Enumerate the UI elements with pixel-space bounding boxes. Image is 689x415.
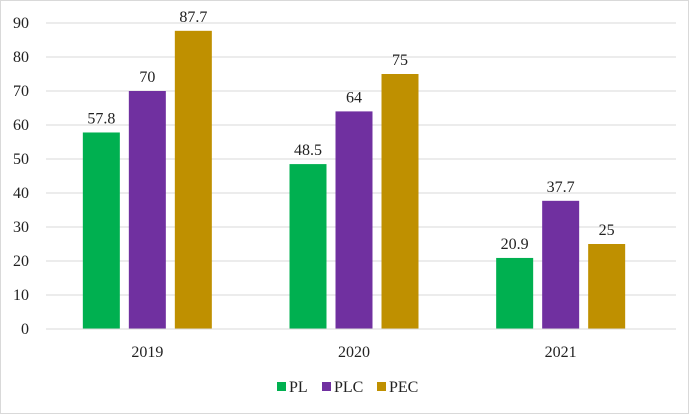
- bar-plc-2019: [128, 91, 166, 329]
- y-tick-label: 40: [13, 185, 29, 202]
- data-label: 70: [139, 69, 155, 86]
- x-tick-label: 2020: [338, 344, 370, 361]
- y-tick-label: 0: [21, 321, 29, 338]
- bar-plc-2021: [542, 200, 580, 329]
- data-label: 37.7: [547, 179, 575, 196]
- data-label: 87.7: [179, 9, 207, 26]
- legend-swatch-pl: [277, 382, 286, 391]
- y-tick-label: 50: [13, 151, 29, 168]
- data-label: 20.9: [501, 236, 529, 253]
- y-tick-label: 10: [13, 287, 29, 304]
- bar-pec-2019: [174, 30, 212, 329]
- legend-label: PEC: [389, 379, 418, 396]
- y-tick-label: 60: [13, 117, 29, 134]
- legend-label: PL: [289, 379, 308, 396]
- legend-label: PLC: [334, 379, 363, 396]
- y-tick-label: 80: [13, 49, 29, 66]
- y-tick-label: 90: [13, 15, 29, 32]
- bar-pec-2021: [588, 244, 626, 329]
- data-label: 25: [599, 222, 615, 239]
- bar-pl-2021: [496, 257, 534, 329]
- legend-swatch-pec: [377, 382, 386, 391]
- data-label: 48.5: [294, 142, 322, 159]
- bar-pec-2020: [381, 74, 419, 329]
- data-label: 64: [346, 89, 362, 106]
- bar-pl-2019: [82, 132, 120, 329]
- legend-swatch-plc: [322, 382, 331, 391]
- data-label: 57.8: [87, 110, 115, 127]
- x-tick-label: 2021: [545, 344, 577, 361]
- bar-plc-2020: [335, 111, 373, 330]
- y-tick-label: 30: [13, 219, 29, 236]
- y-tick-label: 20: [13, 253, 29, 270]
- data-label: 75: [392, 52, 408, 69]
- y-tick-label: 70: [13, 83, 29, 100]
- x-tick-label: 2019: [131, 344, 163, 361]
- bar-pl-2020: [289, 164, 327, 329]
